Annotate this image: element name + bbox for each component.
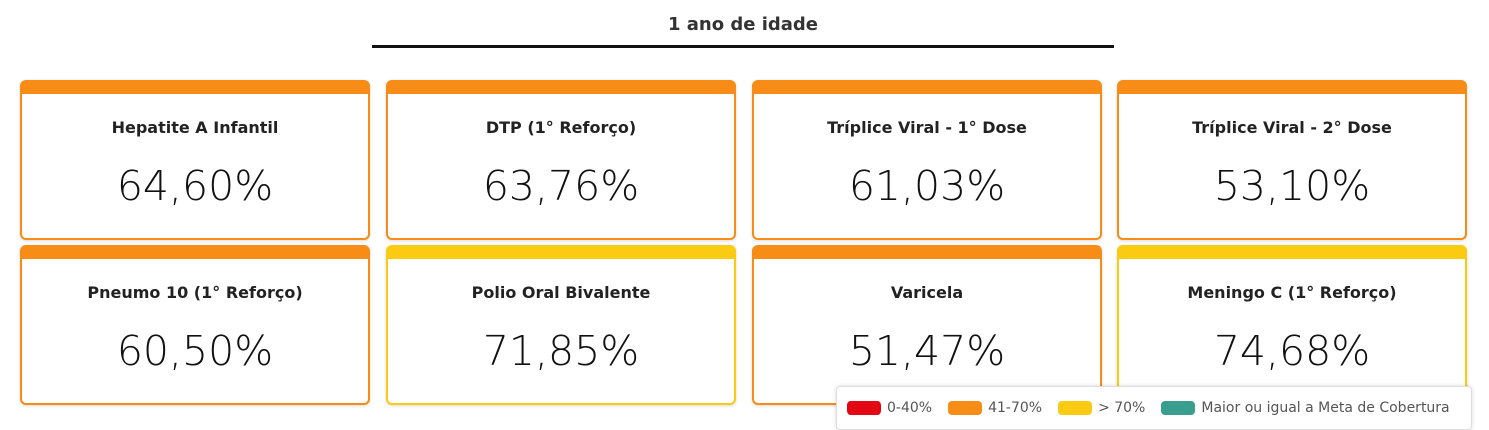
legend-item: 0-40% [847,400,932,416]
vaccine-card: Meningo C (1° Reforço) 74,68% [1117,245,1467,405]
coverage-value: 63,76% [482,162,640,210]
legend-swatch [948,401,983,415]
legend-item: Maior ou igual a Meta de Cobertura [1161,400,1450,416]
vaccine-card: Pneumo 10 (1° Reforço) 60,50% [20,245,370,405]
coverage-value: 61,03% [848,162,1006,210]
legend-item: 41-70% [948,400,1042,416]
legend-label: 41-70% [988,400,1043,416]
vaccine-card: Hepatite A Infantil 64,60% [20,80,370,240]
vaccine-name: DTP (1° Reforço) [485,118,637,137]
coverage-value: 74,68% [1213,327,1371,375]
vaccine-card: Tríplice Viral - 2° Dose 53,10% [1117,80,1467,240]
vaccine-card: Varicela 51,47% [752,245,1102,405]
vaccine-name: Hepatite A Infantil [111,118,279,137]
legend-label: Maior ou igual a Meta de Cobertura [1201,400,1450,416]
vaccine-name: Varicela [890,283,964,302]
vaccine-name: Tríplice Viral - 2° Dose [1192,118,1392,137]
vaccine-name: Tríplice Viral - 1° Dose [827,118,1027,137]
vaccine-card: DTP (1° Reforço) 63,76% [386,80,736,240]
coverage-value: 60,50% [116,327,274,375]
coverage-value: 53,10% [1213,162,1371,210]
coverage-value: 64,60% [116,162,274,210]
legend-item: > 70% [1058,400,1145,416]
vaccine-card: Polio Oral Bivalente 71,85% [386,245,736,405]
legend: 0-40% 41-70% > 70% Maior ou igual a Meta de… [836,386,1472,430]
vaccine-name: Pneumo 10 (1° Reforço) [87,283,303,302]
vaccine-card: Tríplice Viral - 1° Dose 61,03% [752,80,1102,240]
title-underline [372,45,1114,48]
vaccine-name: Polio Oral Bivalente [471,283,651,302]
legend-swatch [847,401,881,415]
section-title: 1 ano de idade [667,14,819,35]
legend-label: 0-40% [887,400,933,416]
legend-swatch [1161,401,1196,415]
legend-label: > 70% [1098,400,1146,416]
legend-swatch [1058,401,1093,415]
vaccine-name: Meningo C (1° Reforço) [1187,283,1397,302]
coverage-value: 51,47% [848,327,1006,375]
coverage-value: 71,85% [482,327,640,375]
